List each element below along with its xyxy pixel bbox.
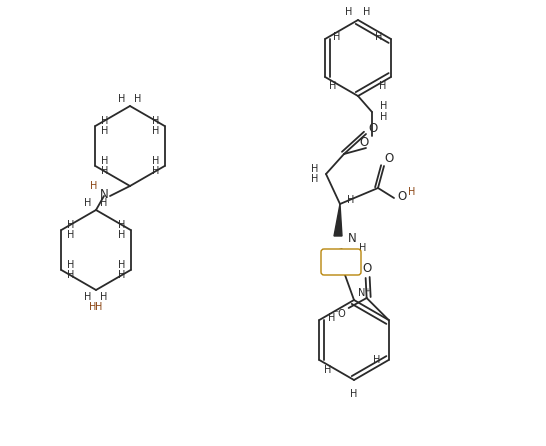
Text: H: H [134, 94, 142, 104]
Text: H: H [118, 94, 126, 104]
Text: N⁺: N⁺ [358, 288, 371, 298]
Text: O: O [369, 121, 378, 135]
Text: H: H [84, 198, 92, 208]
Text: H: H [347, 195, 355, 205]
Text: H: H [152, 156, 159, 166]
Text: H: H [118, 220, 126, 230]
Text: H: H [67, 220, 74, 230]
Text: H: H [100, 126, 108, 136]
Text: H: H [381, 101, 388, 111]
Text: H: H [345, 7, 353, 17]
Text: H: H [311, 164, 319, 174]
Text: H: H [381, 112, 388, 122]
Text: H: H [311, 174, 319, 184]
Text: ⁻O: ⁻O [333, 309, 346, 319]
Text: H: H [118, 260, 126, 270]
Text: H: H [334, 32, 341, 42]
Text: H: H [84, 292, 92, 302]
Text: H: H [363, 7, 371, 17]
Text: H: H [67, 230, 74, 240]
Text: H: H [96, 302, 103, 312]
Text: H: H [152, 116, 159, 126]
Text: H: H [351, 389, 358, 399]
Text: H: H [329, 81, 337, 91]
Text: H: H [100, 198, 108, 208]
Text: H: H [90, 302, 97, 312]
Text: H: H [100, 116, 108, 126]
Text: H: H [90, 181, 98, 191]
Text: H: H [100, 156, 108, 166]
Text: H: H [373, 355, 381, 365]
Text: H: H [118, 270, 126, 280]
Text: H: H [152, 126, 159, 136]
Text: O: O [397, 190, 407, 203]
Polygon shape [334, 204, 342, 236]
Text: O: O [384, 153, 394, 165]
Text: H: H [359, 243, 367, 253]
Text: H: H [67, 270, 74, 280]
Text: H: H [375, 32, 383, 42]
FancyBboxPatch shape [321, 249, 361, 275]
Text: H: H [100, 166, 108, 176]
Text: H: H [408, 187, 416, 197]
Text: O: O [362, 263, 371, 276]
Text: N: N [99, 187, 108, 201]
Text: H: H [118, 230, 126, 240]
Text: N: N [348, 231, 357, 244]
Text: H: H [152, 166, 159, 176]
Text: Abs: Abs [331, 257, 349, 267]
Text: H: H [379, 81, 387, 91]
Text: H: H [324, 365, 331, 375]
Text: H: H [100, 292, 108, 302]
Text: H: H [328, 313, 335, 323]
Text: H: H [67, 260, 74, 270]
Text: O: O [359, 136, 369, 149]
